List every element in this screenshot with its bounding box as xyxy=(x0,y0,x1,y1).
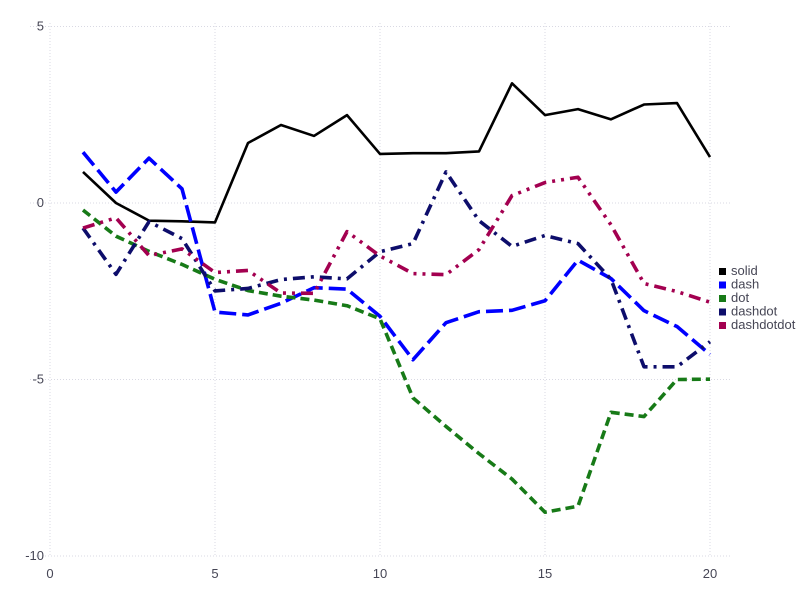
svg-text:0: 0 xyxy=(46,566,53,581)
svg-text:-10: -10 xyxy=(25,548,44,563)
svg-text:-5: -5 xyxy=(32,372,44,387)
svg-text:0: 0 xyxy=(37,195,44,210)
svg-text:15: 15 xyxy=(538,566,552,581)
svg-text:5: 5 xyxy=(211,566,218,581)
svg-text:dashdotdot: dashdotdot xyxy=(731,317,796,332)
svg-text:20: 20 xyxy=(703,566,717,581)
svg-text:5: 5 xyxy=(37,19,44,34)
svg-text:10: 10 xyxy=(373,566,387,581)
